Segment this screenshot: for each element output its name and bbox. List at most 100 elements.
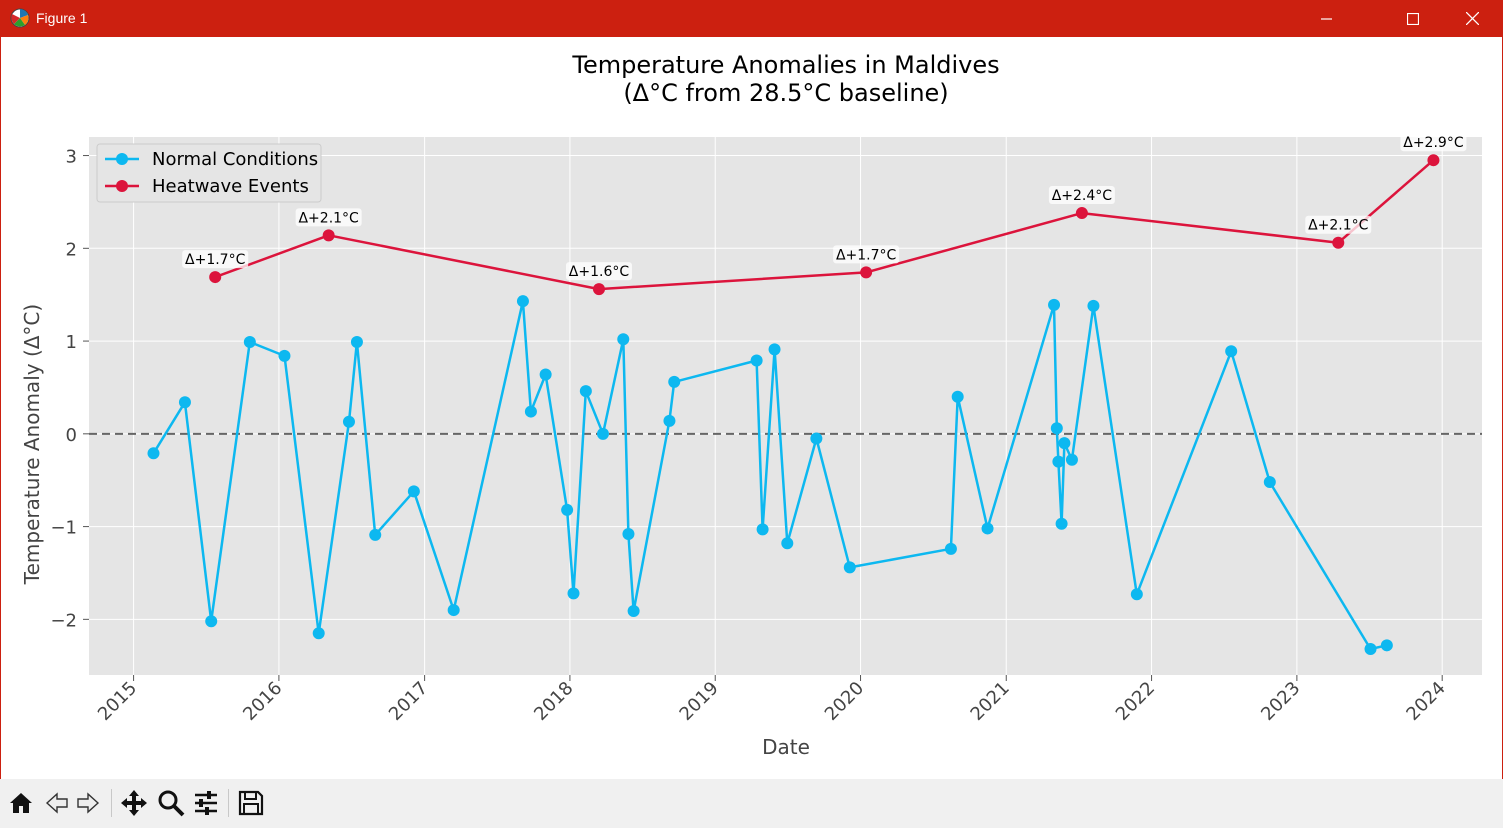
- annotation-bg: [182, 250, 249, 269]
- legend-label-normal: Normal Conditions: [152, 149, 318, 170]
- plot-area: [89, 137, 1482, 675]
- x-tick-label: 2018: [530, 678, 577, 725]
- x-tick-label: 2024: [1402, 678, 1449, 725]
- toolbar-separator: [111, 789, 112, 817]
- save-button[interactable]: [235, 787, 267, 819]
- chart-figure: Temperature Anomalies in Maldives (Δ°C f…: [20, 51, 1482, 759]
- legend-marker-normal: [116, 153, 128, 165]
- heatwave-annotation: Δ+1.7°C: [185, 252, 246, 268]
- navigation-toolbar: [0, 779, 1503, 828]
- pan-button[interactable]: [118, 787, 150, 819]
- x-tick-label: 2016: [239, 678, 286, 725]
- legend-marker-heatwave: [116, 180, 128, 192]
- annotation-bg: [1305, 215, 1372, 234]
- normal-point: [1065, 453, 1078, 466]
- x-tick-label: 2019: [676, 678, 723, 725]
- normal-point: [147, 447, 160, 460]
- y-tick-label: 1: [66, 332, 77, 353]
- heatwave-annotation: Δ+2.4°C: [1052, 188, 1113, 204]
- home-button[interactable]: [5, 787, 37, 819]
- x-tick-label: 2015: [94, 678, 141, 725]
- normal-point: [350, 335, 363, 348]
- normal-point: [617, 333, 630, 346]
- heatwave-point: [592, 283, 605, 296]
- normal-point: [1130, 588, 1143, 601]
- pan-icon: [121, 790, 147, 816]
- normal-point: [369, 528, 382, 541]
- minimize-icon: [1321, 17, 1332, 20]
- normal-point: [205, 615, 218, 628]
- heatwave-annotation: Δ+1.7°C: [836, 247, 897, 263]
- heatwave-annotation: Δ+2.1°C: [298, 210, 359, 226]
- heatwave-annotation: Δ+1.6°C: [569, 264, 630, 280]
- normal-conditions-line: [152, 299, 1388, 651]
- series-layer: [147, 154, 1440, 656]
- x-tick-label: 2020: [821, 678, 868, 725]
- close-button[interactable]: [1443, 0, 1501, 37]
- minimize-button[interactable]: [1298, 0, 1356, 37]
- y-tick-label: −2: [50, 610, 77, 631]
- forward-button[interactable]: [72, 787, 104, 819]
- normal-point: [579, 385, 592, 398]
- normal-point: [622, 528, 635, 541]
- normal-point: [1263, 476, 1276, 489]
- y-tick-label: 2: [66, 239, 77, 260]
- normal-point: [178, 396, 191, 409]
- normal-point: [312, 627, 325, 640]
- x-tick-label: 2023: [1257, 678, 1304, 725]
- annotation-layer: Δ+1.7°C Δ+2.1°C Δ+1.6°C Δ+1.7°C Δ+2.4°C Δ+2.1…: [182, 133, 1467, 281]
- annotation-bg: [1400, 133, 1467, 152]
- normal-point: [1050, 422, 1063, 435]
- matplotlib-app-icon: [10, 8, 30, 28]
- legend-box: [96, 143, 322, 203]
- maximize-button[interactable]: [1384, 0, 1442, 37]
- back-icon: [45, 792, 68, 814]
- normal-point: [810, 432, 823, 445]
- normal-point: [1048, 298, 1061, 311]
- chart-subtitle: (Δ°C from 28.5°C baseline): [623, 79, 948, 107]
- heatwave-point: [322, 229, 335, 242]
- heatwave-point: [1427, 154, 1440, 167]
- zoom-icon: [158, 790, 185, 817]
- heatwave-point: [209, 271, 222, 284]
- annotation-bg: [295, 208, 362, 227]
- y-tick-label: −1: [50, 518, 77, 539]
- normal-point: [768, 343, 781, 356]
- normal-point: [627, 604, 640, 617]
- normal-point: [1058, 437, 1071, 450]
- normal-point: [447, 604, 460, 617]
- normal-point: [567, 587, 580, 600]
- normal-point: [981, 522, 994, 535]
- annotation-bg: [833, 245, 900, 264]
- window-titlebar: Figure 1: [0, 0, 1503, 37]
- x-tick-label: 2017: [385, 678, 432, 725]
- normal-point: [1380, 639, 1393, 652]
- save-icon: [238, 790, 264, 816]
- normal-point: [663, 414, 676, 427]
- y-tick-label: 3: [66, 147, 77, 168]
- back-button[interactable]: [41, 787, 73, 819]
- configure-subplots-icon: [195, 791, 217, 815]
- configure-subplots-button[interactable]: [190, 787, 222, 819]
- legend: Normal Conditions Heatwave Events: [96, 143, 322, 203]
- normal-point: [539, 368, 552, 381]
- normal-point: [561, 503, 574, 516]
- normal-point: [1225, 345, 1238, 358]
- normal-point: [781, 537, 794, 550]
- normal-point: [668, 375, 681, 388]
- normal-point: [516, 295, 529, 308]
- normal-point: [1364, 643, 1377, 656]
- window-title: Figure 1: [36, 10, 88, 26]
- heatwave-point: [1332, 236, 1345, 249]
- x-tick-label: 2021: [967, 678, 1014, 725]
- normal-point: [596, 427, 609, 440]
- normal-point: [951, 390, 964, 403]
- heatwave-point: [1075, 207, 1088, 220]
- normal-point: [1052, 455, 1065, 468]
- forward-icon: [77, 792, 100, 814]
- heatwave-point: [860, 266, 873, 279]
- zoom-button[interactable]: [155, 787, 187, 819]
- normal-point: [524, 405, 537, 418]
- maximize-icon: [1407, 12, 1419, 25]
- close-icon: [1465, 12, 1479, 25]
